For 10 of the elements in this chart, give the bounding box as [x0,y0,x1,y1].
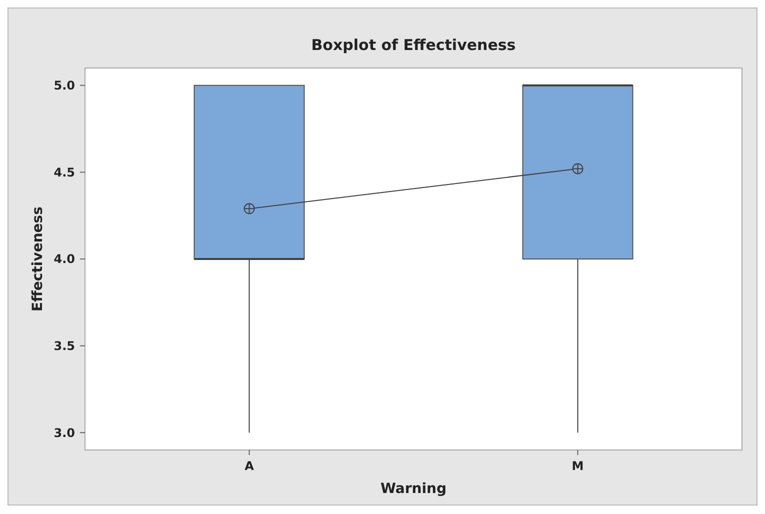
y-tick-label: 4.5 [54,165,75,180]
x-tick-label: M [572,459,584,473]
y-tick-label: 5.0 [54,78,75,93]
x-axis-title: Warning [380,481,447,497]
y-tick-label: 3.0 [54,426,75,440]
y-tick-label: 4.0 [54,252,75,266]
chart-title: Boxplot of Effectiveness [311,36,516,54]
y-axis-title: Effectiveness [30,206,46,312]
x-tick-label: A [244,459,255,473]
y-tick-label: 3.5 [54,339,75,354]
